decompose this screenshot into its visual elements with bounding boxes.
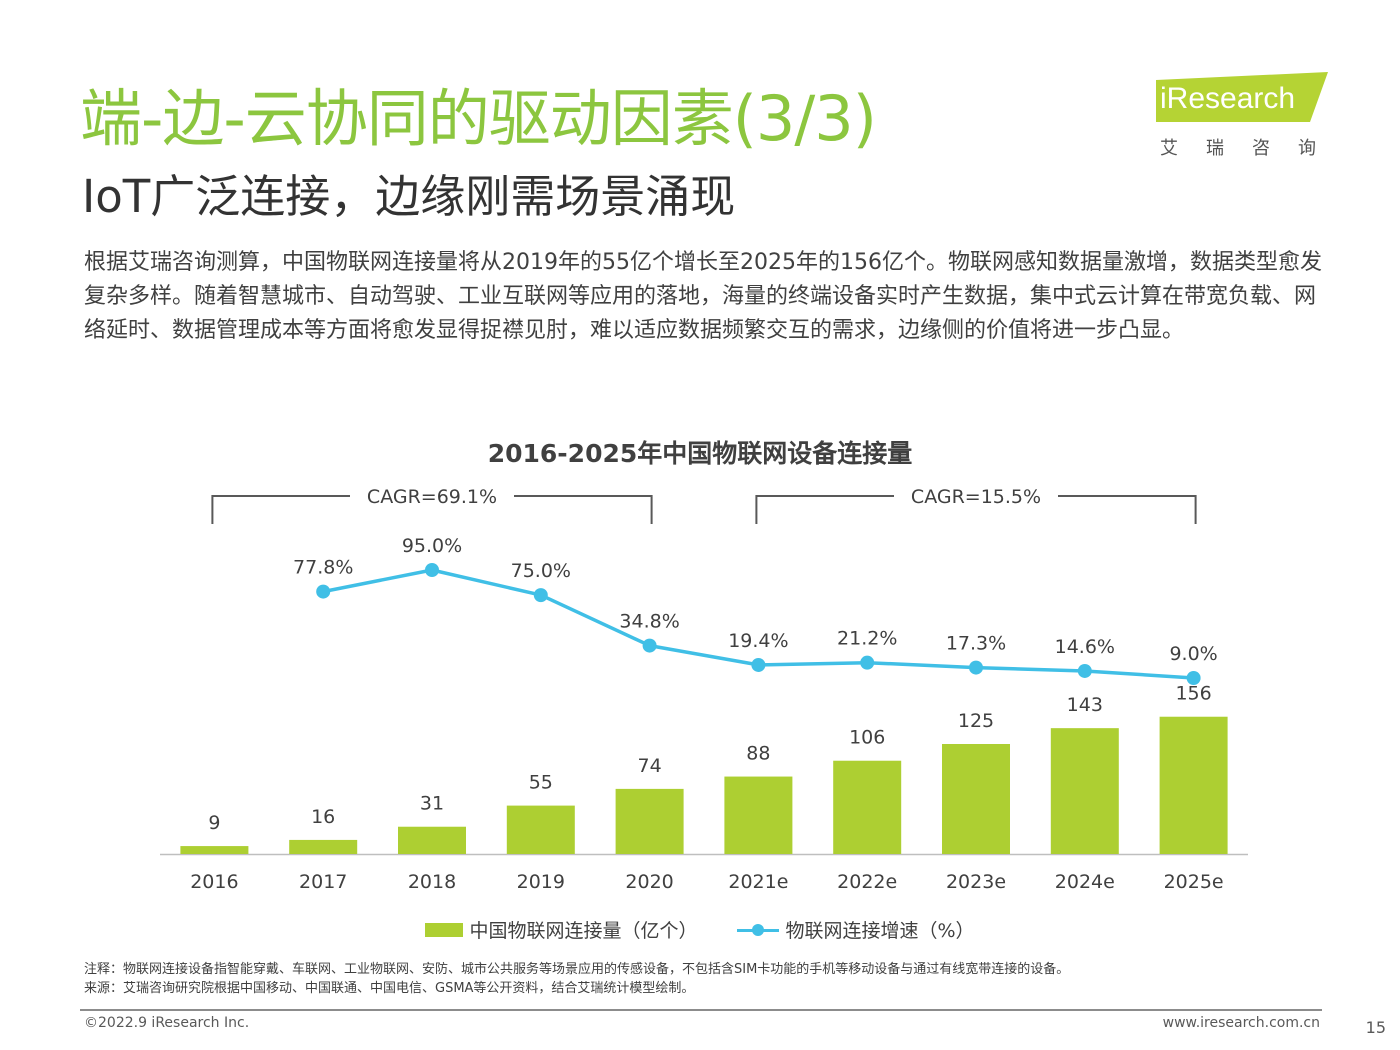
bar-value-label: 143 (1067, 694, 1103, 716)
bar-value-label: 156 (1175, 683, 1211, 705)
page-number: 15 (1365, 1018, 1386, 1037)
legend-item-line: 物联网连接增速（%） (737, 916, 975, 943)
bar-value-label: 88 (746, 743, 770, 765)
growth-point-2023e (969, 660, 983, 675)
bar-value-label: 16 (311, 806, 335, 828)
bar-2016 (180, 846, 249, 854)
bar-value-label: 55 (529, 772, 553, 794)
logo-name: iResearch (1160, 82, 1296, 115)
growth-value-label: 19.4% (728, 630, 788, 652)
footer-divider (80, 1009, 1322, 1011)
legend-bar-swatch (425, 922, 464, 937)
cagr-label: CAGR=15.5% (911, 486, 1041, 508)
x-tick-label: 2023e (946, 871, 1006, 893)
cagr-bracket-1 (211, 495, 653, 524)
source-text: 来源：艾瑞咨询研究院根据中国移动、中国联通、中国电信、GSMA等公开资料，结合艾… (84, 981, 695, 996)
x-tick-label: 2017 (299, 871, 347, 893)
growth-point-2018 (425, 563, 439, 577)
cagr-label: CAGR=69.1% (367, 486, 497, 508)
growth-point-2022e (860, 655, 875, 670)
bar-2017 (289, 839, 358, 854)
bar-2022e (833, 760, 902, 854)
iresearch-logo: iResearch 艾瑞咨询 (1150, 70, 1330, 160)
website-link[interactable]: www.iresearch.com.cn (1162, 1015, 1320, 1031)
legend-line-label: 物联网连接增速（%） (785, 920, 975, 942)
bar-value-label: 9 (208, 812, 220, 834)
legend-bar-label: 中国物联网连接量（亿个） (469, 920, 698, 942)
cagr-bracket-2 (755, 495, 1197, 524)
growth-value-label: 34.8% (619, 611, 679, 633)
growth-point-2021e (751, 657, 766, 672)
bar-value-label: 125 (958, 710, 994, 732)
growth-value-label: 77.8% (293, 557, 353, 579)
copyright: ©2022.9 iResearch Inc. (84, 1015, 250, 1031)
bar-2018 (398, 826, 466, 854)
growth-value-label: 9.0% (1169, 643, 1217, 665)
logo-shape (1156, 72, 1328, 122)
growth-value-label: 17.3% (946, 633, 1006, 655)
growth-point-2017 (316, 584, 331, 599)
bar-2019 (506, 805, 575, 854)
bar-2025e (1159, 716, 1228, 854)
x-tick-label: 2021e (728, 871, 788, 893)
bar-2021e (724, 776, 793, 854)
intro-paragraph: 根据艾瑞咨询测算，中国物联网连接量将从2019年的55亿个增长至2025年的15… (84, 250, 1322, 343)
page-subtitle: IoT广泛连接，边缘刚需场景涌现 (82, 170, 736, 223)
x-tick-label: 2018 (408, 871, 456, 893)
bar-2024e (1050, 728, 1119, 854)
growth-point-2024e (1077, 663, 1092, 678)
growth-value-label: 21.2% (837, 628, 897, 650)
bar-value-label: 74 (638, 755, 662, 777)
growth-value-label: 14.6% (1055, 636, 1115, 658)
x-tick-label: 2019 (517, 871, 565, 893)
chart-legend: 中国物联网连接量（亿个） 物联网连接增速（%） (0, 916, 1400, 943)
growth-point-2020 (642, 638, 657, 653)
bar-value-label: 31 (420, 793, 444, 815)
bar-2023e (942, 744, 1010, 854)
legend-line-swatch (737, 923, 780, 937)
bar-value-label: 106 (849, 727, 885, 749)
notes: 注释：物联网连接设备指智能穿戴、车联网、工业物联网、安防、城市公共服务等场景应用… (84, 960, 1069, 998)
growth-point-2025e (1186, 671, 1201, 685)
logo-chinese-name: 艾瑞咨询 (1160, 138, 1344, 159)
x-tick-label: 2025e (1164, 871, 1224, 893)
x-tick-label: 2022e (837, 871, 897, 893)
chart-title: 2016-2025年中国物联网设备连接量 (487, 439, 913, 468)
growth-point-2019 (533, 588, 548, 603)
growth-value-label: 75.0% (511, 560, 571, 582)
x-tick-label: 2016 (190, 871, 238, 893)
bar-2020 (615, 788, 684, 854)
page-title: 端-边-云协同的驱动因素(3/3) (80, 82, 877, 155)
growth-value-label: 95.0% (402, 535, 462, 557)
x-tick-label: 2024e (1055, 871, 1115, 893)
x-tick-label: 2020 (625, 871, 673, 893)
note-text: 注释：物联网连接设备指智能穿戴、车联网、工业物联网、安防、城市公共服务等场景应用… (84, 962, 1070, 977)
legend-item-bar: 中国物联网连接量（亿个） (425, 916, 697, 943)
